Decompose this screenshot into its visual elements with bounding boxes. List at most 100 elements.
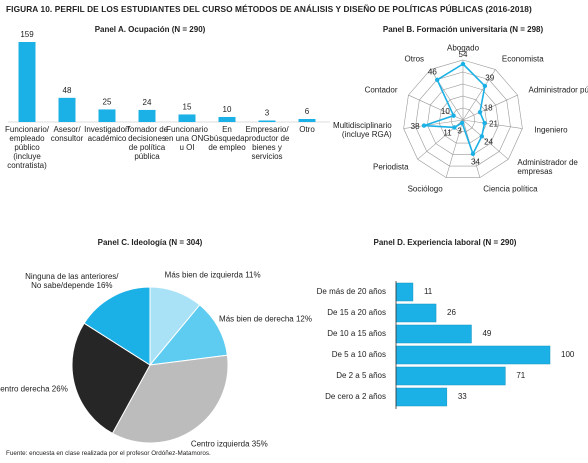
radar-point [459,120,465,126]
slice-name: Más bien de izquierda [164,270,243,280]
panel-title: Panel A. Ocupación (N = 290) [95,25,206,34]
value-label: 21 [489,119,498,128]
x-tick-label: Empresario/ productor de bienes y servic… [244,125,290,161]
radar-point [470,151,476,157]
panel-title: Panel C. Ideología (N = 304) [98,238,203,247]
value-label: 24 [484,137,493,146]
slice-name: Más bien de derecha [219,314,294,324]
pie-slice [71,322,151,435]
pie-slice [83,286,151,366]
slice-name: Centro derecha [0,384,50,394]
radar-line [423,62,486,156]
radar-spoke [445,119,464,178]
x-tick-label: Asesor/ consultor [50,125,84,143]
value-label: 24 [143,98,152,107]
radar-spoke [462,119,509,160]
value-label: 71 [516,371,525,380]
radar-point [460,61,466,67]
value-label: 39 [485,74,494,83]
x-tick-label: Tomador de decisiones de política públic… [125,125,169,161]
x-tick-label: Funcionario en una ONG u OI [164,125,210,152]
value-label: 100 [561,350,575,359]
bar [58,97,76,122]
x-tick-label: En búsqueda de empleo [208,125,246,152]
value-label: 10 [223,105,232,114]
bar [395,282,414,302]
value-label: 159 [20,30,34,39]
radar-point [479,134,485,139]
slice-value: 26% [51,384,68,394]
value-label: 15 [183,103,192,112]
axis-label: Abogado [446,43,480,53]
axis-label: Ingeniero [534,125,568,135]
y-tick-label: De más de 20 años [317,287,386,296]
bar [178,114,196,122]
radar-point [482,120,487,126]
radar-point [482,83,488,89]
value-label: 26 [447,308,456,317]
radar-ring [427,83,499,155]
y-tick-label: De 5 a 10 años [332,350,386,359]
bar [138,109,156,122]
panel-title: Panel B. Formación universitaria (N = 29… [383,25,544,34]
slice-name: Centro izquierda [190,439,250,449]
value-label: 54 [459,50,468,59]
slice-value: 12% [295,314,312,324]
pie-slice [111,354,229,444]
axis-label: Multidisciplinario (incluye RGA) [333,121,392,140]
radar-spoke [430,69,464,121]
slice-label: Centro izquierda 35% [191,440,268,449]
radar-point [451,113,456,118]
radar-point [477,110,483,115]
x-tick-label: Investigador/ académico [84,125,130,143]
bar [395,303,437,323]
slice-label: Más bien de izquierda 11% [165,270,261,279]
axis-label: Otros [404,54,425,64]
panel-title: Panel D. Experiencia laboral (N = 290) [374,238,517,247]
radar-spoke [403,119,464,129]
source-note: Fuente: encuesta en clase realizada por … [6,450,211,457]
y-tick-label: De cero a 2 años [325,392,386,401]
value-label: 10 [441,107,450,116]
slice-value: 16% [96,280,113,290]
axis-label: Economista [501,54,544,64]
figure-title: FIGURA 10. PERFIL DE LOS ESTUDIANTES DEL… [6,4,532,14]
y-tick-label: De 10 a 15 años [327,329,386,338]
radar-point [452,125,457,130]
radar-point [421,123,427,128]
bar [395,345,551,365]
axis-label: Administrador público [528,85,588,95]
axis-label: Periodista [373,162,409,172]
axis-label: Ciencia política [483,184,538,194]
y-tick-label: De 15 a 20 años [327,308,386,317]
bar [298,118,316,122]
radar-spoke [462,69,496,121]
slice-label: Más bien de derecha 12% [219,314,312,323]
axis-label: Sociólogo [407,184,443,194]
value-label: 38 [411,122,420,131]
value-label: 6 [305,107,310,116]
value-label: 46 [428,67,437,76]
value-label: 3 [457,127,462,136]
value-label: 18 [484,104,493,113]
value-label: 48 [63,86,72,95]
axis-label: Contador [364,85,398,95]
slice-value: 35% [251,439,268,449]
slice-name: Ninguna de las anteriores/ No sabe/depen… [25,271,119,290]
bar [18,42,36,122]
bar [395,324,472,344]
bar [258,120,276,122]
value-label: 11 [443,128,452,137]
axis-label: Administrador de empresas [517,158,578,177]
value-label: 33 [458,392,467,401]
slice-label: Ninguna de las anteriores/ No sabe/depen… [22,272,122,290]
radar-ring [415,71,511,167]
radar-spoke [462,94,518,121]
bar [218,116,236,122]
radar-ring [438,95,488,144]
bar [395,366,506,386]
radar-spoke [462,119,523,129]
value-label: 11 [424,287,433,296]
